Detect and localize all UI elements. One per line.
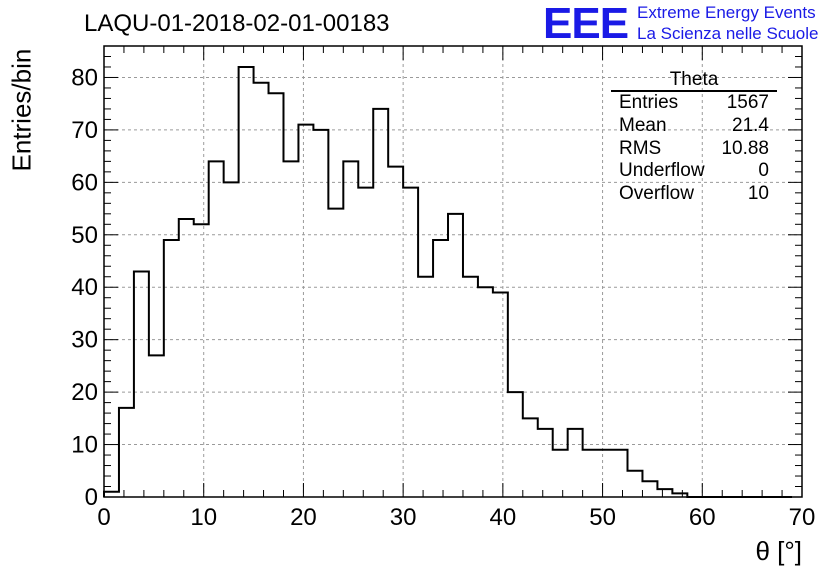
chart-title: LAQU-01-2018-02-01-00183 [84,10,390,37]
stats-row-rms: RMS 10.88 [611,138,777,161]
y-tick-label: 40 [71,274,98,301]
x-tick-label: 70 [789,504,816,531]
histogram-series [103,65,793,498]
stats-label: Mean [619,114,667,136]
stats-label: RMS [619,137,662,159]
stats-label: Entries [619,92,679,113]
eee-logo: EEE [543,0,629,48]
x-tick-label: 0 [97,504,110,531]
x-axis-label: θ [°] [755,536,802,566]
y-tick-label: 80 [71,64,98,91]
stats-value: 10 [747,183,769,205]
y-tick-label: 20 [71,379,98,406]
stats-value: 21.4 [732,114,769,136]
stats-row-entries: Entries 1567 [611,92,777,115]
x-tick-label: 60 [689,504,716,531]
y-tick-label: 60 [71,169,98,196]
y-tick-label: 0 [85,484,98,511]
y-tick-label: 50 [71,222,98,249]
y-axis-label: Entries/bin [6,48,37,172]
y-tick-label: 10 [71,432,98,459]
stats-title: Theta [611,70,777,92]
stats-label: Overflow [619,183,694,205]
y-tick-label: 30 [71,327,98,354]
stats-row-mean: Mean 21.4 [611,115,777,138]
x-tick-label: 30 [390,504,417,531]
logo-line-2: La Scienza nelle Scuole [637,24,819,43]
stats-row-overflow: Overflow 10 [611,183,777,206]
stats-box: Theta Entries 1567 Mean 21.4 RMS 10.88 U… [611,70,777,206]
plot-frame [103,45,803,498]
x-tick-label: 10 [190,504,217,531]
logo-line-1: Extreme Energy Events [637,3,816,22]
stats-value: 10.88 [721,137,769,159]
x-tick-label: 20 [290,504,317,531]
stats-row-underflow: Underflow 0 [611,160,777,183]
stats-value: 1567 [726,92,769,113]
x-tick-label: 50 [589,504,616,531]
y-tick-label: 70 [71,117,98,144]
x-tick-label: 40 [490,504,517,531]
stats-value: 0 [758,160,769,182]
stats-label: Underflow [619,160,705,182]
